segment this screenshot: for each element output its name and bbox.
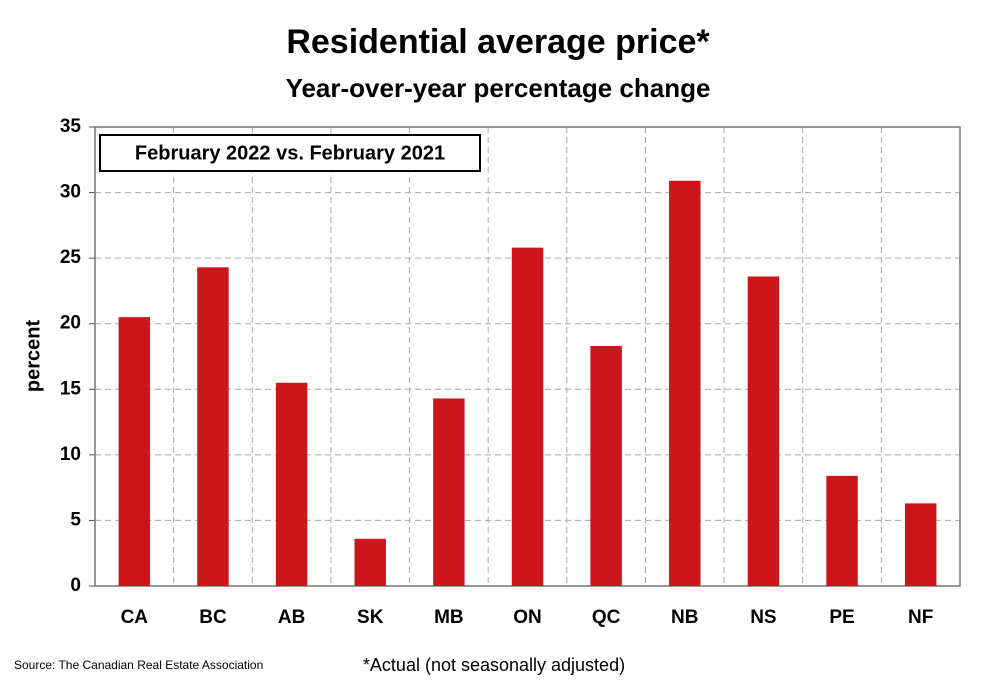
chart-subtitle: Year-over-year percentage change: [286, 73, 711, 103]
y-tick-label: 25: [60, 247, 82, 268]
bar: [904, 503, 937, 586]
x-tick-label: BC: [199, 607, 227, 628]
bar: [275, 382, 308, 586]
y-tick-label: 10: [60, 444, 81, 465]
footnote: *Actual (not seasonally adjusted): [363, 655, 625, 675]
x-tick-label: AB: [278, 607, 305, 628]
y-tick-label: 35: [60, 116, 82, 137]
y-tick-label: 5: [70, 509, 81, 530]
bar: [118, 317, 151, 586]
annotation-box: [99, 134, 481, 172]
bar: [590, 346, 622, 586]
x-tick-label: QC: [592, 607, 621, 628]
y-tick-label: 30: [60, 182, 81, 203]
bar: [747, 276, 780, 586]
y-axis-label: percent: [22, 320, 44, 393]
bar: [826, 475, 858, 586]
x-tick-label: SK: [357, 607, 384, 628]
x-tick-label: NB: [671, 607, 698, 628]
y-tick-label: 20: [60, 313, 81, 334]
x-tick-label: MB: [434, 607, 464, 628]
x-tick-label: CA: [121, 607, 149, 628]
x-tick-label: NF: [908, 607, 933, 628]
bar: [197, 267, 229, 586]
bar: [669, 180, 701, 587]
x-tick-label: PE: [829, 607, 854, 628]
y-tick-label: 15: [60, 378, 82, 399]
y-tick-label: 0: [70, 575, 81, 596]
bar: [511, 247, 544, 586]
annotation: February 2022 vs. February 2021: [135, 142, 445, 164]
chart-title: Residential average price*: [286, 23, 710, 61]
x-tick-label: ON: [513, 607, 542, 628]
bar: [354, 538, 386, 586]
x-tick-label: NS: [750, 607, 776, 628]
source: Source: The Canadian Real Estate Associa…: [14, 658, 263, 672]
bar: [433, 398, 465, 586]
